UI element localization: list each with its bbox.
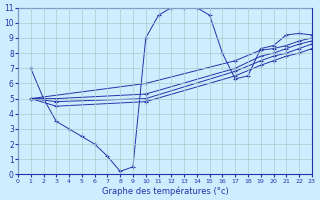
X-axis label: Graphe des températures (°c): Graphe des températures (°c): [101, 186, 228, 196]
